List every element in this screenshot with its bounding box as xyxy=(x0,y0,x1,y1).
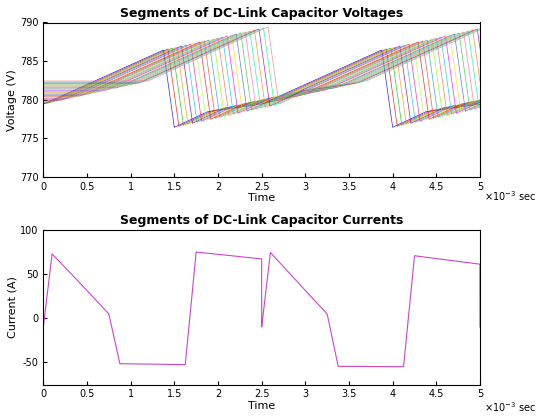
X-axis label: Time: Time xyxy=(248,193,276,203)
Y-axis label: Voltage (V): Voltage (V) xyxy=(7,69,17,131)
Title: Segments of DC-Link Capacitor Voltages: Segments of DC-Link Capacitor Voltages xyxy=(120,7,403,20)
Text: $\times 10^{-3}$ sec: $\times 10^{-3}$ sec xyxy=(484,189,536,203)
Y-axis label: Current (A): Current (A) xyxy=(7,276,17,338)
X-axis label: Time: Time xyxy=(248,401,276,411)
Text: $\times 10^{-3}$ sec: $\times 10^{-3}$ sec xyxy=(484,400,536,414)
Title: Segments of DC-Link Capacitor Currents: Segments of DC-Link Capacitor Currents xyxy=(120,215,403,228)
